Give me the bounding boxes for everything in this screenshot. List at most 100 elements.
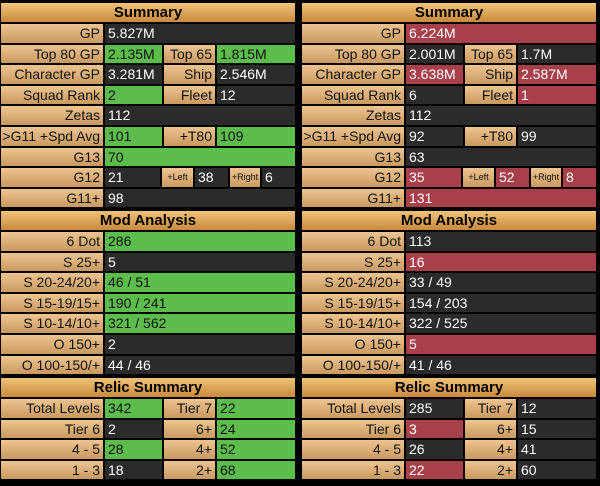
stat-label: 6+ [163,419,216,439]
stat-value: 41 [517,439,597,460]
stat-value: 154 / 203 [405,293,597,313]
stat-value: 16 [405,252,597,272]
stat-value: 46 / 51 [104,272,296,293]
section-header: Relic Summary [301,377,597,398]
stat-value: 2 [104,419,163,439]
stat-value: 6 [405,85,464,105]
stat-value: 52 [495,167,530,188]
section-header: Summary [301,2,597,23]
stat-value: 35 [405,167,462,188]
stat-label: G13 [0,147,104,167]
stat-label: S 10-14/10+ [0,313,104,334]
stat-label: Ship [163,64,216,85]
stat-value: 286 [104,231,296,252]
stat-label: G12 [0,167,104,188]
stat-label: Top 80 GP [301,44,405,64]
stat-label: O 100-150/+ [0,355,104,375]
stat-label: Character GP [0,64,104,85]
stat-label: +T80 [464,126,517,147]
stat-value: 68 [216,460,296,480]
stat-value: 6 [261,167,296,188]
stat-label: 4 - 5 [0,439,104,460]
stat-value: 3.281M [104,64,163,85]
stat-label: Fleet [464,85,517,105]
stat-value: 2.546M [216,64,296,85]
stat-label: O 150+ [0,334,104,355]
stat-label: +T80 [163,126,216,147]
stat-value: 5.827M [104,23,296,44]
stat-value: 101 [104,126,163,147]
stat-label: >G11 +Spd Avg [301,126,405,147]
stat-value: 342 [104,398,163,419]
stat-value: 52 [216,439,296,460]
stat-label: Character GP [301,64,405,85]
stat-label: G13 [301,147,405,167]
stat-value: 2 [104,334,296,355]
stat-label: Top 65 [163,44,216,64]
stat-value: 1 [517,85,597,105]
stat-label: O 100-150/+ [301,355,405,375]
stat-value: 6.224M [405,23,597,44]
stat-label: Fleet [163,85,216,105]
stat-value: 60 [517,460,597,480]
stat-label: G11+ [0,188,104,208]
stat-value: 2 [104,85,163,105]
stat-label: Tier 7 [163,398,216,419]
stat-value: 2.001M [405,44,464,64]
stat-value: 70 [104,147,296,167]
stat-value: 12 [216,85,296,105]
stat-value: 12 [517,398,597,419]
stat-label: G12 [301,167,405,188]
stat-value: 8 [562,167,597,188]
stat-label: O 150+ [301,334,405,355]
stat-value: 21 [104,167,161,188]
section-header: Mod Analysis [301,210,597,231]
stat-label: Zetas [0,105,104,126]
stat-label: S 20-24/20+ [301,272,405,293]
stat-label: G11+ [301,188,405,208]
stat-label: 4 - 5 [301,439,405,460]
stat-value: 285 [405,398,464,419]
stat-label: >G11 +Spd Avg [0,126,104,147]
stat-label: 6+ [464,419,517,439]
stat-label: Total Levels [301,398,405,419]
stat-label: 6 Dot [301,231,405,252]
stat-label: Zetas [301,105,405,126]
stat-value: 190 / 241 [104,293,296,313]
stat-value: 109 [216,126,296,147]
stat-value: 38 [194,167,229,188]
stat-value: 5 [104,252,296,272]
section-header: Mod Analysis [0,210,296,231]
stat-label: Top 65 [464,44,517,64]
stat-value: 112 [405,105,597,126]
stat-value: 28 [104,439,163,460]
stat-label: GP [0,23,104,44]
stat-label: Squad Rank [0,85,104,105]
stat-label: S 10-14/10+ [301,313,405,334]
stat-label: 1 - 3 [301,460,405,480]
stat-value: 113 [405,231,597,252]
stat-value: 24 [216,419,296,439]
stat-value: 1.7M [517,44,597,64]
stat-label: S 25+ [0,252,104,272]
stat-label: Tier 6 [0,419,104,439]
stat-sublabel: +Right [229,167,261,188]
stat-value: 131 [405,188,597,208]
stat-label: Tier 7 [464,398,517,419]
stat-value: 2.587M [517,64,597,85]
stat-value: 15 [517,419,597,439]
stat-label: S 20-24/20+ [0,272,104,293]
stat-value: 3 [405,419,464,439]
stat-sublabel: +Right [530,167,562,188]
section-header: Relic Summary [0,377,296,398]
stat-value: 1.815M [216,44,296,64]
stat-label: 4+ [464,439,517,460]
stat-value: 92 [405,126,464,147]
stat-sublabel: +Left [161,167,194,188]
stat-value: 2.135M [104,44,163,64]
stat-label: 2+ [464,460,517,480]
stat-value: 5 [405,334,597,355]
stat-value: 321 / 562 [104,313,296,334]
stat-label: 6 Dot [0,231,104,252]
